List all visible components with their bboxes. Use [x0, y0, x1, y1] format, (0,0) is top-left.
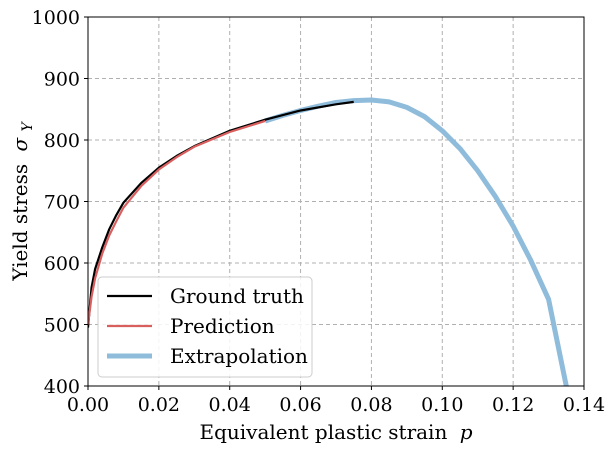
series-line-ground-truth	[88, 100, 354, 328]
legend-label: Prediction	[170, 314, 275, 338]
y-axis-label-text: Yield stress	[8, 164, 32, 282]
x-tick-labels: 0.00 0.02 0.04 0.06 0.08 0.10 0.12 0.14	[67, 394, 605, 416]
y-tick-label: 500	[44, 315, 80, 337]
x-tick-label: 0.10	[421, 394, 463, 416]
x-tick-label: 0.06	[279, 394, 321, 416]
y-tick-labels: 400 500 600 700 800 900 1000	[32, 7, 80, 398]
y-axis-label: Yield stress σ Y	[8, 121, 36, 282]
x-axis-label-text: Equivalent plastic strain	[199, 420, 447, 444]
grid	[88, 17, 584, 386]
x-tick-label: 0.14	[563, 394, 605, 416]
x-tick-label: 0.02	[138, 394, 180, 416]
x-tick-label: 0.04	[209, 394, 251, 416]
legend-label: Extrapolation	[170, 344, 308, 368]
ticks	[84, 16, 585, 390]
series-layer	[88, 97, 569, 386]
y-tick-label: 900	[44, 69, 80, 91]
x-axis-label-symbol: p	[460, 420, 473, 444]
y-tick-label: 600	[44, 253, 80, 275]
legend: Ground truth Prediction Extrapolation	[97, 276, 313, 378]
x-tick-label: 0.00	[67, 394, 109, 416]
legend-box	[97, 276, 313, 378]
y-tick-label: 700	[44, 192, 80, 214]
series-line-prediction	[88, 119, 266, 325]
x-tick-label: 0.12	[492, 394, 534, 416]
x-axis-label: Equivalent plastic strain p	[199, 420, 472, 444]
y-tick-label: 800	[44, 130, 80, 152]
y-axis-label-symbol: σ	[8, 137, 32, 152]
legend-label: Ground truth	[170, 284, 304, 308]
y-tick-label: 400	[44, 376, 80, 398]
y-axis-label-subscript: Y	[20, 121, 36, 132]
x-tick-label: 0.08	[350, 394, 392, 416]
y-tick-label: 1000	[32, 7, 80, 29]
